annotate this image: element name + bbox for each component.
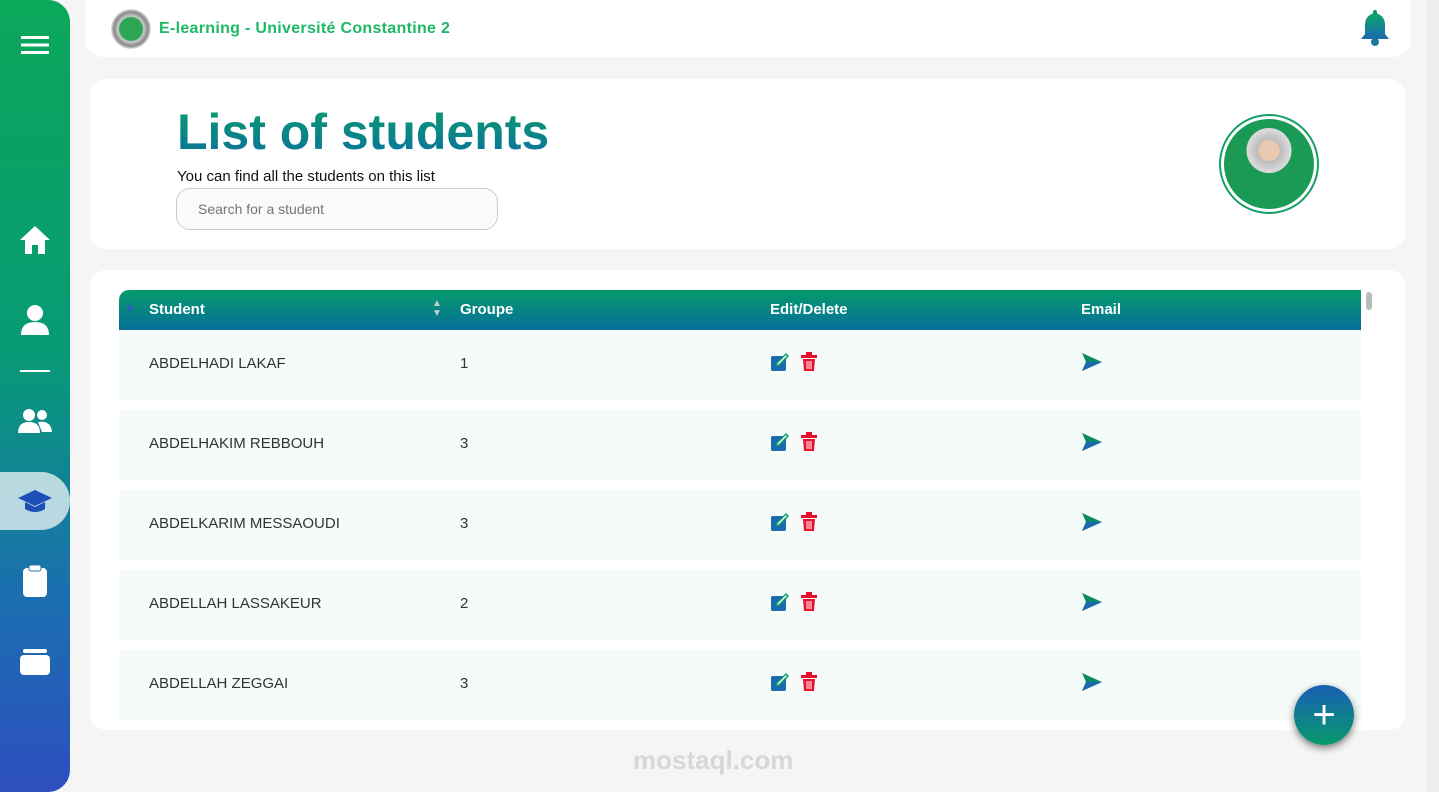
student-groupe: 3 <box>460 515 469 532</box>
student-name: ABDELKARIM MESSAOUDI <box>149 515 340 532</box>
sort-desc-icon[interactable]: ▼ <box>124 303 135 315</box>
student-name: ABDELHAKIM REBBOUH <box>149 435 325 452</box>
sidebar <box>0 0 70 792</box>
search-input[interactable] <box>176 188 498 230</box>
edit-icon[interactable] <box>770 672 790 696</box>
send-email-icon[interactable] <box>1081 512 1103 536</box>
delete-icon[interactable] <box>800 592 818 616</box>
send-email-icon[interactable] <box>1081 672 1103 696</box>
page-title: List of students <box>177 104 550 160</box>
student-groupe: 2 <box>460 595 469 612</box>
add-student-button[interactable]: + <box>1294 685 1354 745</box>
delete-icon[interactable] <box>800 432 818 456</box>
edit-icon[interactable] <box>770 352 790 376</box>
table-row: ABDELLAH ZEGGAI 3 <box>119 650 1361 720</box>
table-row: ABDELHADI LAKAF 1 <box>119 330 1361 400</box>
home-icon[interactable] <box>0 215 70 265</box>
column-groupe[interactable]: Groupe <box>460 301 514 318</box>
menu-icon[interactable] <box>0 20 70 70</box>
watermark: mostaql.com <box>633 745 794 775</box>
users-icon[interactable] <box>0 396 70 446</box>
graduation-cap-icon[interactable] <box>0 472 70 530</box>
header-card: List of students You can find all the st… <box>90 79 1405 249</box>
send-email-icon[interactable] <box>1081 352 1103 376</box>
student-groupe: 1 <box>460 355 469 372</box>
app-title: E-learning - Université Constantine 2 <box>159 19 451 37</box>
edit-icon[interactable] <box>770 432 790 456</box>
folder-icon[interactable] <box>0 637 70 687</box>
students-table-card: ▼ Student ▲ ▼ Groupe Edit/Delete Email AB… <box>90 270 1405 730</box>
student-name: ABDELLAH LASSAKEUR <box>149 595 322 612</box>
top-bar: E-learning - Université Constantine 2 <box>85 0 1411 57</box>
bell-icon[interactable] <box>1359 10 1391 51</box>
delete-icon[interactable] <box>800 672 818 696</box>
user-icon[interactable] <box>0 295 70 345</box>
table-header: ▼ Student ▲ ▼ Groupe Edit/Delete Email <box>119 290 1361 330</box>
clipboard-icon[interactable] <box>0 556 70 606</box>
student-name: ABDELLAH ZEGGAI <box>149 675 289 692</box>
sort-icon[interactable]: ▲ ▼ <box>432 298 442 319</box>
page-subtitle: You can find all the students on this li… <box>177 168 435 185</box>
column-edit-delete: Edit/Delete <box>770 301 848 318</box>
column-email: Email <box>1081 301 1122 318</box>
student-name: ABDELHADI LAKAF <box>149 355 286 372</box>
student-groupe: 3 <box>460 675 469 692</box>
avatar[interactable] <box>1219 114 1319 214</box>
table-row: ABDELHAKIM REBBOUH 3 <box>119 410 1361 480</box>
table-row: ABDELKARIM MESSAOUDI 3 <box>119 490 1361 560</box>
student-groupe: 3 <box>460 435 469 452</box>
delete-icon[interactable] <box>800 512 818 536</box>
table-row: ABDELLAH LASSAKEUR 2 <box>119 570 1361 640</box>
university-logo <box>111 8 151 49</box>
edit-icon[interactable] <box>770 512 790 536</box>
delete-icon[interactable] <box>800 352 818 376</box>
column-student[interactable]: Student <box>149 301 205 318</box>
table-scrollbar[interactable] <box>1362 290 1376 710</box>
page-scrollbar[interactable] <box>1427 0 1439 792</box>
edit-icon[interactable] <box>770 592 790 616</box>
send-email-icon[interactable] <box>1081 432 1103 456</box>
sidebar-divider <box>20 370 50 372</box>
send-email-icon[interactable] <box>1081 592 1103 616</box>
